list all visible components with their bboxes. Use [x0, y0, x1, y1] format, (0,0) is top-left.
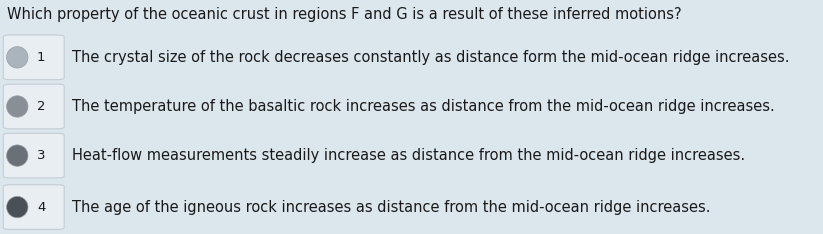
- FancyBboxPatch shape: [3, 133, 64, 178]
- Text: Heat-flow measurements steadily increase as distance from the mid-ocean ridge in: Heat-flow measurements steadily increase…: [72, 148, 746, 163]
- Text: 1: 1: [37, 51, 45, 64]
- FancyBboxPatch shape: [3, 35, 64, 80]
- Text: The temperature of the basaltic rock increases as distance from the mid-ocean ri: The temperature of the basaltic rock inc…: [72, 99, 775, 114]
- Text: The crystal size of the rock decreases constantly as distance form the mid-ocean: The crystal size of the rock decreases c…: [72, 50, 790, 65]
- Text: 4: 4: [37, 201, 45, 214]
- FancyBboxPatch shape: [3, 185, 64, 229]
- FancyBboxPatch shape: [3, 84, 64, 129]
- Text: 3: 3: [37, 149, 45, 162]
- Text: 2: 2: [37, 100, 45, 113]
- Ellipse shape: [7, 196, 28, 218]
- Ellipse shape: [7, 145, 28, 166]
- Text: The age of the igneous rock increases as distance from the mid-ocean ridge incre: The age of the igneous rock increases as…: [72, 200, 711, 215]
- Ellipse shape: [7, 47, 28, 68]
- Ellipse shape: [7, 96, 28, 117]
- Text: Which property of the oceanic crust in regions F and G is a result of these infe: Which property of the oceanic crust in r…: [7, 7, 681, 22]
